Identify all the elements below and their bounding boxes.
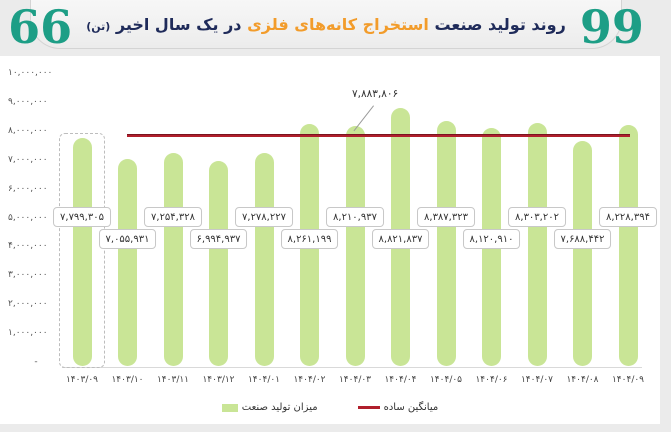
x-axis-tick-label: ۱۴۰۴/۰۷ [520, 375, 554, 385]
x-axis-tick-label: ۱۴۰۴/۰۴ [384, 375, 417, 385]
bar-10 [527, 123, 547, 366]
x-axis-tick-label: ۱۴۰۳/۱۱ [156, 375, 190, 385]
x-axis-tick-label: ۱۴۰۳/۰۹ [65, 375, 99, 385]
data-label: ۸,۲۶۱,۱۹۹ [280, 229, 339, 249]
plot-area: ۱۰,۰۰۰,۰۰۰ ۹,۰۰۰,۰۰۰ ۸,۰۰۰,۰۰۰ ۷,۰۰۰,۰۰۰ ۶,۰… [0, 56, 660, 424]
data-label: ۸,۲۱۰,۹۳۷ [326, 207, 384, 227]
bar-12 [618, 125, 638, 366]
title-part2: در یک سال اخیر [115, 14, 242, 34]
data-label: ۸,۸۲۱,۸۳۷ [371, 229, 430, 249]
y-axis-tick-label: ۱,۰۰۰,۰۰۰ [8, 328, 48, 339]
chart-title: روند تولید صنعت استخراج کانه‌های فلزی در… [86, 15, 566, 34]
selected-bar-highlight [59, 132, 105, 368]
data-label: ۸,۱۲۰,۹۱۰ [462, 229, 521, 249]
y-axis-tick-label: ۲,۰۰۰,۰۰۰ [8, 299, 48, 310]
bar-8 [436, 120, 456, 366]
average-value-label: ۷,۸۸۳,۸۰۶ [352, 88, 399, 100]
y-axis-tick-label: ۱۰,۰۰۰,۰۰۰ [8, 68, 53, 78]
data-label: ۷,۲۵۴,۳۲۸ [144, 207, 202, 227]
y-axis-tick-label: ۴,۰۰۰,۰۰۰ [8, 241, 48, 252]
title-banner: 99 روند تولید صنعت استخراج کانه‌های فلزی… [8, 0, 644, 50]
data-label: ۸,۲۲۸,۳۹۴ [599, 207, 657, 227]
legend-label-average: میانگین ساده [383, 402, 439, 413]
data-label: ۷,۲۷۸,۲۲۷ [235, 207, 293, 227]
bar-3 [209, 160, 228, 366]
legend-label-production: میزان تولید صنعت [241, 402, 318, 413]
average-line [127, 134, 630, 138]
data-label: ۷,۰۵۵,۹۳۱ [98, 229, 157, 249]
y-axis-tick-label: - [34, 357, 38, 367]
title-highlight: استخراج کانه‌های فلزی [247, 14, 429, 34]
legend-swatch-bar-icon [221, 403, 238, 412]
x-axis-tick-label: ۱۴۰۴/۰۳ [338, 375, 372, 385]
x-axis-tick-label: ۱۴۰۳/۱۲ [202, 375, 235, 385]
y-axis-tick-label: ۷,۰۰۰,۰۰۰ [8, 154, 48, 165]
close-quote-icon: 66 [8, 0, 73, 54]
y-axis-tick-label: ۶,۰۰۰,۰۰۰ [8, 183, 48, 194]
data-label: ۸,۳۰۳,۲۰۲ [508, 207, 566, 227]
legend-swatch-line-icon [357, 406, 380, 409]
x-axis-tick-label: ۱۴۰۳/۱۰ [111, 375, 144, 385]
legend-item-average: میانگین ساده [357, 402, 439, 413]
bar-11 [573, 140, 592, 366]
y-axis-tick-label: ۸,۰۰۰,۰۰۰ [8, 125, 48, 136]
bar-0 [72, 137, 92, 366]
bar-4 [254, 152, 274, 366]
data-label: ۸,۳۸۷,۳۲۳ [417, 207, 475, 227]
x-axis-tick-label: ۱۴۰۴/۰۶ [475, 375, 508, 385]
bar-2 [163, 153, 183, 366]
chart-panel: ۱۰,۰۰۰,۰۰۰ ۹,۰۰۰,۰۰۰ ۸,۰۰۰,۰۰۰ ۷,۰۰۰,۰۰۰ ۶,۰… [0, 56, 660, 424]
data-label: ۷,۶۸۸,۴۴۲ [553, 229, 612, 249]
x-axis-tick-label: ۱۴۰۴/۰۹ [611, 375, 645, 385]
data-label: ۶,۹۹۴,۹۳۷ [189, 229, 248, 249]
x-axis-tick-label: ۱۴۰۴/۰۸ [566, 375, 599, 385]
data-label: ۷,۷۹۹,۳۰۵ [53, 207, 111, 227]
title-part1: روند تولید صنعت [434, 14, 566, 34]
x-axis-tick-label: ۱۴۰۴/۰۲ [293, 375, 326, 385]
y-axis-tick-label: ۵,۰۰۰,۰۰۰ [8, 212, 48, 223]
legend-item-production: میزان تولید صنعت [221, 402, 318, 413]
y-axis-tick-label: ۳,۰۰۰,۰۰۰ [8, 270, 48, 281]
title-unit: (تن) [86, 19, 111, 33]
y-axis-tick-label: ۹,۰۰۰,۰۰۰ [8, 96, 48, 107]
x-axis-tick-label: ۱۴۰۴/۰۵ [429, 375, 463, 385]
legend: میانگین ساده میزان تولید صنعت [0, 402, 660, 413]
bar-1 [118, 159, 137, 366]
x-axis-tick-label: ۱۴۰۴/۰۱ [247, 375, 281, 385]
average-leader-line [353, 105, 374, 132]
x-axis-line [62, 367, 642, 368]
bar-6 [345, 125, 365, 366]
open-quote-icon: 99 [579, 0, 644, 54]
